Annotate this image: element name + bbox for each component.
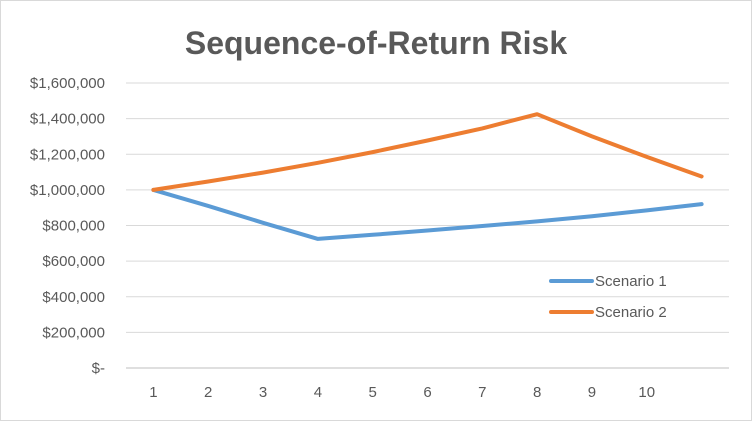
y-tick-label: $1,400,000	[30, 111, 105, 128]
gridlines	[126, 82, 729, 369]
y-tick-label: $1,000,000	[30, 182, 105, 199]
y-tick-label: $-	[92, 360, 105, 377]
x-tick-label: 9	[588, 384, 596, 401]
x-tick-label: 2	[204, 384, 212, 401]
x-tick-label: 6	[423, 384, 431, 401]
x-tick-label: 5	[369, 384, 377, 401]
x-tick-label: 10	[638, 384, 655, 401]
y-tick-label: $1,600,000	[30, 75, 105, 92]
y-tick-label: $800,000	[42, 218, 105, 235]
y-tick-label: $200,000	[42, 324, 105, 341]
x-tick-label: 7	[478, 384, 486, 401]
x-tick-label: 1	[149, 384, 157, 401]
x-axis-tick-labels: 1 2 3 4 5 6 7 8 9 10	[149, 384, 655, 401]
chart-title: Sequence-of-Return Risk	[185, 25, 567, 61]
x-tick-label: 3	[259, 384, 267, 401]
legend-label: Scenario 1	[595, 273, 667, 290]
y-tick-label: $400,000	[42, 289, 105, 306]
series-lines	[151, 112, 704, 241]
y-axis-tick-labels: $- $200,000 $400,000 $600,000 $800,000 $1,000…	[30, 75, 105, 377]
y-tick-label: $600,000	[42, 253, 105, 270]
series-line-scenario-2	[151, 112, 704, 192]
legend: Scenario 1 Scenario 2	[549, 273, 667, 321]
series-line-scenario-1	[151, 187, 704, 241]
x-tick-label: 4	[314, 384, 322, 401]
x-tick-label: 8	[533, 384, 541, 401]
y-tick-label: $1,200,000	[30, 146, 105, 163]
legend-label: Scenario 2	[595, 304, 667, 321]
